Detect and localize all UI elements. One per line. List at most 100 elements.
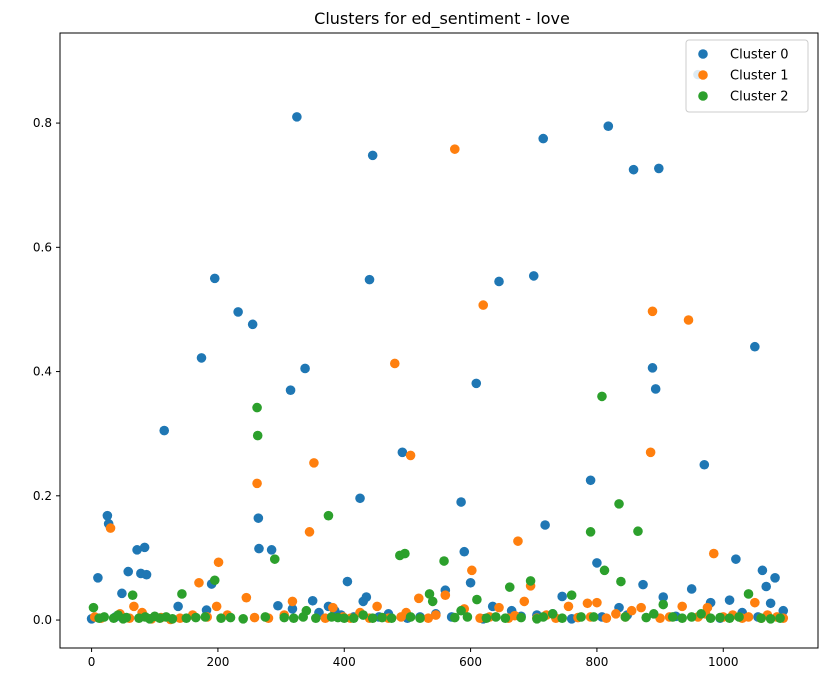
- data-point: [400, 548, 410, 559]
- data-point: [626, 605, 637, 616]
- data-point: [757, 565, 768, 576]
- data-point: [377, 612, 387, 623]
- data-point: [775, 613, 785, 623]
- data-point: [585, 475, 596, 486]
- data-point: [405, 450, 416, 461]
- data-point: [686, 584, 697, 594]
- data-point: [358, 610, 369, 620]
- x-axis: 0 200 400 600 800 1000: [88, 648, 739, 669]
- data-point: [500, 613, 511, 623]
- data-point: [650, 384, 661, 394]
- data-point: [599, 565, 610, 576]
- data-point: [266, 545, 277, 555]
- data-point: [254, 543, 264, 554]
- data-point: [413, 593, 424, 604]
- data-point: [253, 513, 264, 523]
- data-point: [647, 306, 658, 317]
- data-point: [424, 589, 435, 599]
- data-point: [494, 276, 504, 287]
- y-tick-label: 0.6: [33, 240, 52, 254]
- data-point: [611, 609, 621, 619]
- data-point: [200, 612, 211, 622]
- data-point: [252, 402, 262, 413]
- data-point: [513, 536, 523, 546]
- data-point: [233, 307, 243, 317]
- data-point: [389, 358, 400, 369]
- data-point: [696, 609, 706, 619]
- data-point: [647, 363, 658, 373]
- x-tick-label: 0: [88, 655, 96, 669]
- x-tick-label: 400: [333, 655, 356, 669]
- data-point: [603, 121, 614, 131]
- data-point: [311, 613, 321, 623]
- data-point: [209, 273, 220, 284]
- data-point: [563, 601, 574, 612]
- series-0-points: [86, 69, 789, 624]
- data-point: [557, 613, 567, 623]
- data-point: [301, 605, 312, 616]
- data-point: [386, 613, 397, 623]
- data-point: [121, 612, 132, 623]
- data-point: [209, 575, 220, 586]
- data-point: [405, 612, 416, 622]
- data-point: [287, 596, 298, 607]
- x-tick-label: 600: [459, 655, 482, 669]
- data-point: [516, 612, 526, 623]
- data-point: [734, 612, 744, 622]
- data-point: [705, 613, 716, 623]
- data-point: [88, 602, 99, 613]
- data-point: [778, 605, 789, 616]
- data-point: [641, 612, 651, 623]
- data-point: [279, 612, 290, 623]
- series-1-points: [89, 144, 789, 625]
- data-point: [247, 319, 258, 330]
- data-point: [491, 612, 501, 622]
- data-point: [355, 493, 365, 504]
- data-point: [645, 447, 656, 458]
- data-point: [756, 613, 766, 623]
- data-point: [139, 542, 150, 553]
- data-point: [367, 613, 378, 623]
- data-point: [702, 602, 713, 613]
- data-point: [181, 613, 192, 623]
- data-point: [194, 577, 204, 588]
- data-point: [765, 598, 776, 609]
- legend-label: Cluster 0: [730, 48, 789, 63]
- data-point: [285, 385, 296, 395]
- plot-area-frame: [59, 32, 819, 649]
- data-point: [601, 613, 612, 623]
- data-point: [252, 430, 263, 441]
- data-point: [225, 612, 236, 623]
- data-point: [620, 612, 631, 622]
- data-point: [654, 163, 664, 174]
- data-point: [683, 315, 694, 325]
- data-point: [597, 391, 607, 402]
- data-point: [191, 612, 201, 623]
- data-point: [105, 523, 116, 533]
- data-point: [328, 602, 338, 613]
- data-point: [585, 527, 596, 537]
- data-point: [770, 573, 780, 583]
- data-point: [431, 610, 441, 620]
- legend-label: Cluster 1: [730, 69, 789, 84]
- data-point: [372, 601, 382, 612]
- data-point: [102, 510, 113, 521]
- data-point: [439, 556, 449, 566]
- data-point: [699, 459, 710, 470]
- data-point: [658, 592, 669, 602]
- data-point: [750, 341, 760, 352]
- data-point: [540, 520, 550, 530]
- data-point: [339, 613, 350, 623]
- data-point: [588, 612, 599, 622]
- data-point: [628, 164, 639, 175]
- data-point: [99, 612, 110, 622]
- data-point: [636, 602, 646, 613]
- data-point: [456, 605, 466, 616]
- data-point: [173, 601, 183, 612]
- data-point: [241, 592, 252, 603]
- data-point: [348, 613, 359, 623]
- legend-label: Cluster 2: [730, 90, 789, 105]
- data-point: [724, 595, 735, 605]
- data-point: [213, 557, 224, 568]
- data-point: [592, 597, 602, 608]
